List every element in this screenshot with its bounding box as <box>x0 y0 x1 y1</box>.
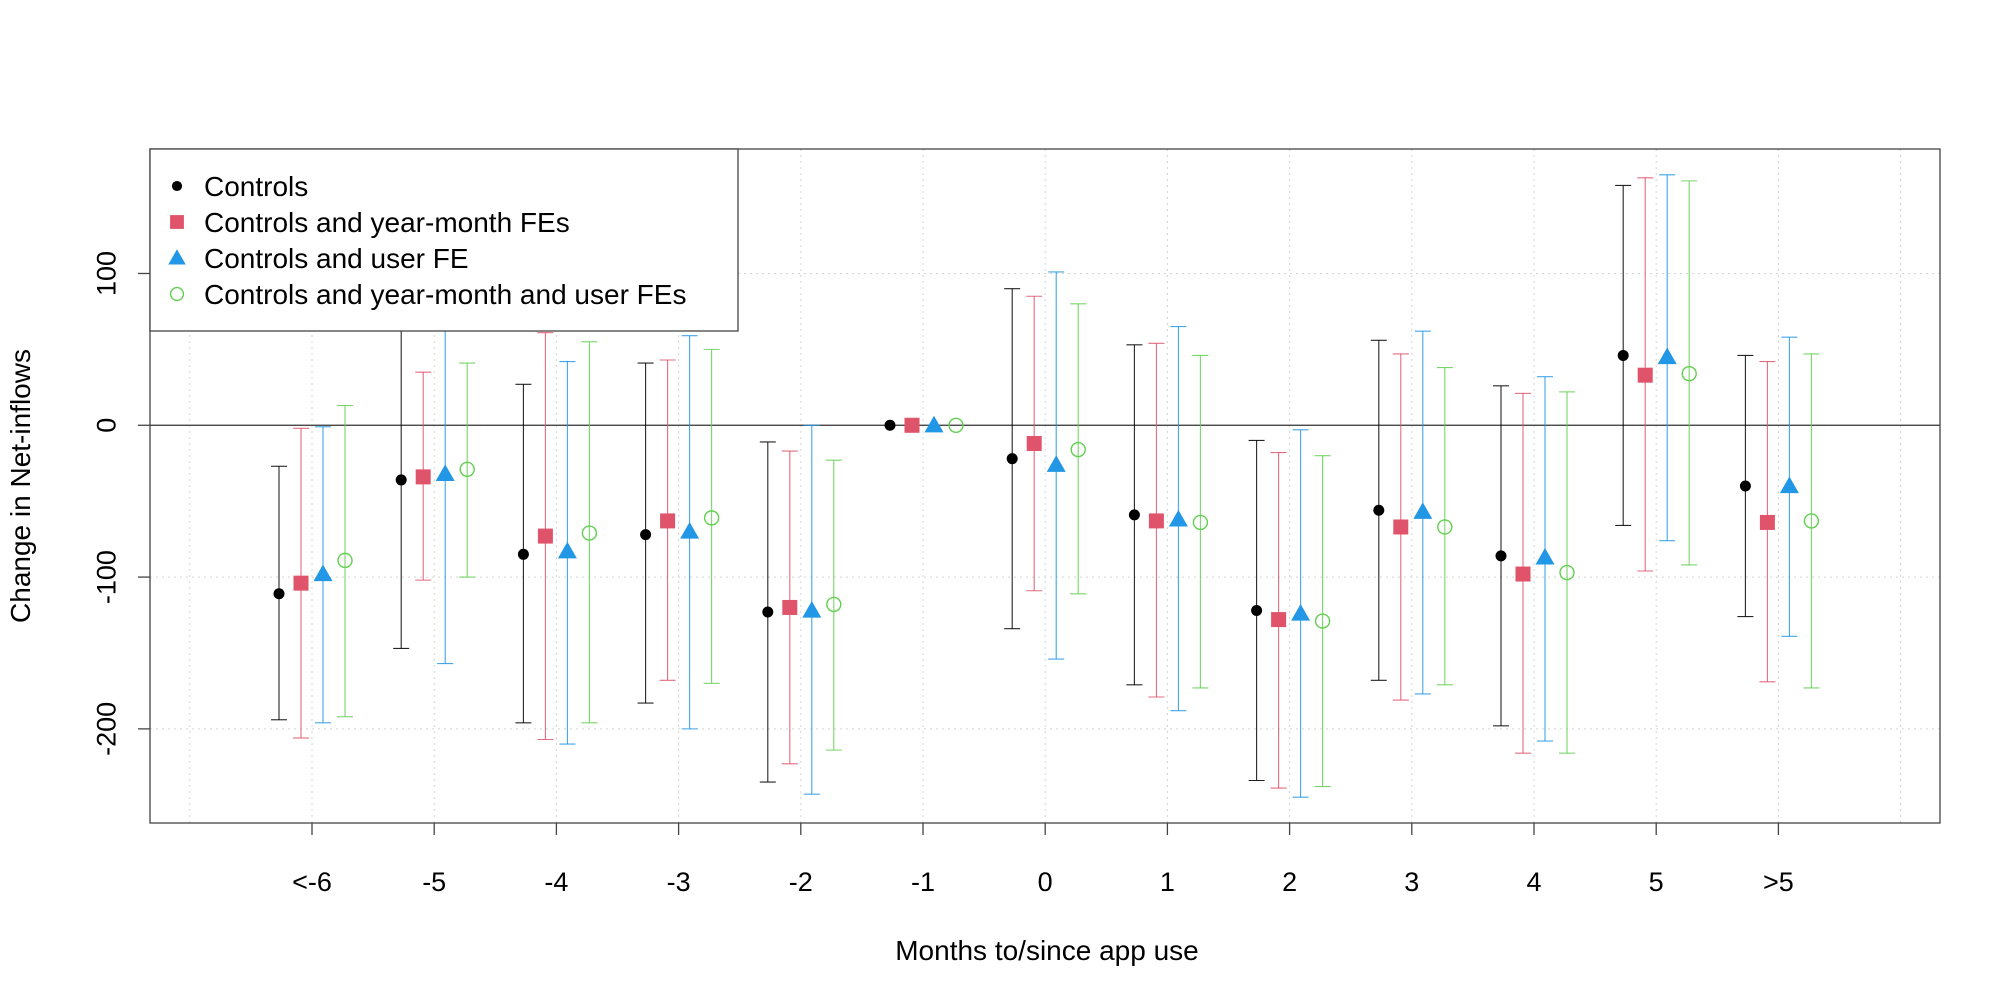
point-marker <box>884 419 896 431</box>
point-marker <box>1314 613 1331 629</box>
point-marker <box>415 469 431 485</box>
x-tick-label: 0 <box>1038 867 1053 897</box>
point-marker <box>1271 612 1287 628</box>
point-marker <box>826 596 842 613</box>
x-tick-label: -5 <box>422 867 446 897</box>
x-tick-label: <-6 <box>292 867 332 897</box>
point-marker <box>459 461 475 478</box>
point-marker <box>273 588 285 600</box>
point-marker <box>1637 367 1653 383</box>
x-axis-title: Months to/since app use <box>895 935 1199 966</box>
point-marker <box>948 417 964 433</box>
point-marker <box>1006 453 1018 465</box>
point-marker <box>782 599 798 615</box>
point-marker <box>1515 566 1531 582</box>
point-marker <box>1291 604 1311 621</box>
y-tick-label: -100 <box>91 550 121 604</box>
y-tick-label: 0 <box>91 418 121 433</box>
legend-label: Controls and year-month and user FEs <box>204 279 686 310</box>
point-marker <box>1046 455 1066 472</box>
point-marker <box>1657 347 1677 365</box>
point-marker <box>1393 519 1409 535</box>
point-marker <box>1128 509 1140 521</box>
point-marker <box>171 180 183 192</box>
point-marker <box>1413 502 1433 519</box>
point-marker <box>1681 365 1697 382</box>
point-marker <box>170 215 184 229</box>
x-tick-label: 2 <box>1282 867 1297 897</box>
point-marker <box>1535 547 1555 565</box>
point-marker <box>1373 504 1385 516</box>
point-marker <box>537 528 553 544</box>
point-marker <box>1495 550 1507 562</box>
x-axis: <-6 -5 -4 -3 -2 -1 0 1 2 3 4 5 >5 <box>292 823 1794 897</box>
x-tick-label: 4 <box>1526 867 1541 897</box>
point-marker <box>168 249 186 265</box>
point-marker <box>904 417 920 433</box>
x-tick-label: -4 <box>544 867 568 897</box>
x-tick-label: -1 <box>911 867 935 897</box>
point-marker <box>802 600 822 618</box>
point-marker <box>337 552 353 569</box>
point-marker <box>1803 513 1820 529</box>
point-marker <box>1759 514 1775 530</box>
point-marker <box>1148 513 1164 529</box>
point-marker <box>640 529 652 541</box>
point-marker <box>1617 349 1629 361</box>
point-marker <box>395 474 407 486</box>
point-marker <box>169 286 185 302</box>
x-tick-label: >5 <box>1763 867 1794 897</box>
point-marker <box>660 513 676 529</box>
point-estimates <box>273 347 1820 629</box>
x-tick-label: 3 <box>1404 867 1419 897</box>
legend: Controls Controls and year-month FEs Contr… <box>149 148 739 332</box>
point-marker <box>680 522 700 539</box>
point-marker <box>1026 435 1042 451</box>
point-marker <box>313 564 333 582</box>
legend-box <box>149 148 739 332</box>
point-marker <box>703 510 720 526</box>
x-tick-label: -2 <box>789 867 813 897</box>
point-marker <box>1739 480 1751 492</box>
point-marker <box>762 606 774 618</box>
point-marker <box>924 415 944 433</box>
point-marker <box>1192 514 1209 531</box>
y-tick-label: -200 <box>91 702 121 756</box>
x-tick-label: -3 <box>667 867 691 897</box>
point-marker <box>1168 509 1188 527</box>
y-axis: -200 -100 0 100 <box>91 251 150 756</box>
legend-label: Controls <box>204 171 308 202</box>
y-axis-title: Change in Net-inflows <box>5 349 36 623</box>
legend-label: Controls and user FE <box>204 243 469 274</box>
point-marker <box>557 541 577 559</box>
point-marker <box>581 525 598 541</box>
x-tick-label: 1 <box>1160 867 1175 897</box>
point-marker <box>1559 564 1575 581</box>
legend-label: Controls and year-month FEs <box>204 207 570 238</box>
x-tick-label: 5 <box>1649 867 1664 897</box>
y-tick-label: 100 <box>91 251 121 296</box>
point-marker <box>1251 604 1263 616</box>
point-marker <box>1437 519 1453 535</box>
point-marker <box>1779 476 1799 494</box>
point-marker <box>435 464 455 481</box>
point-marker <box>293 575 309 591</box>
point-marker <box>517 548 529 560</box>
point-marker <box>1070 441 1086 458</box>
